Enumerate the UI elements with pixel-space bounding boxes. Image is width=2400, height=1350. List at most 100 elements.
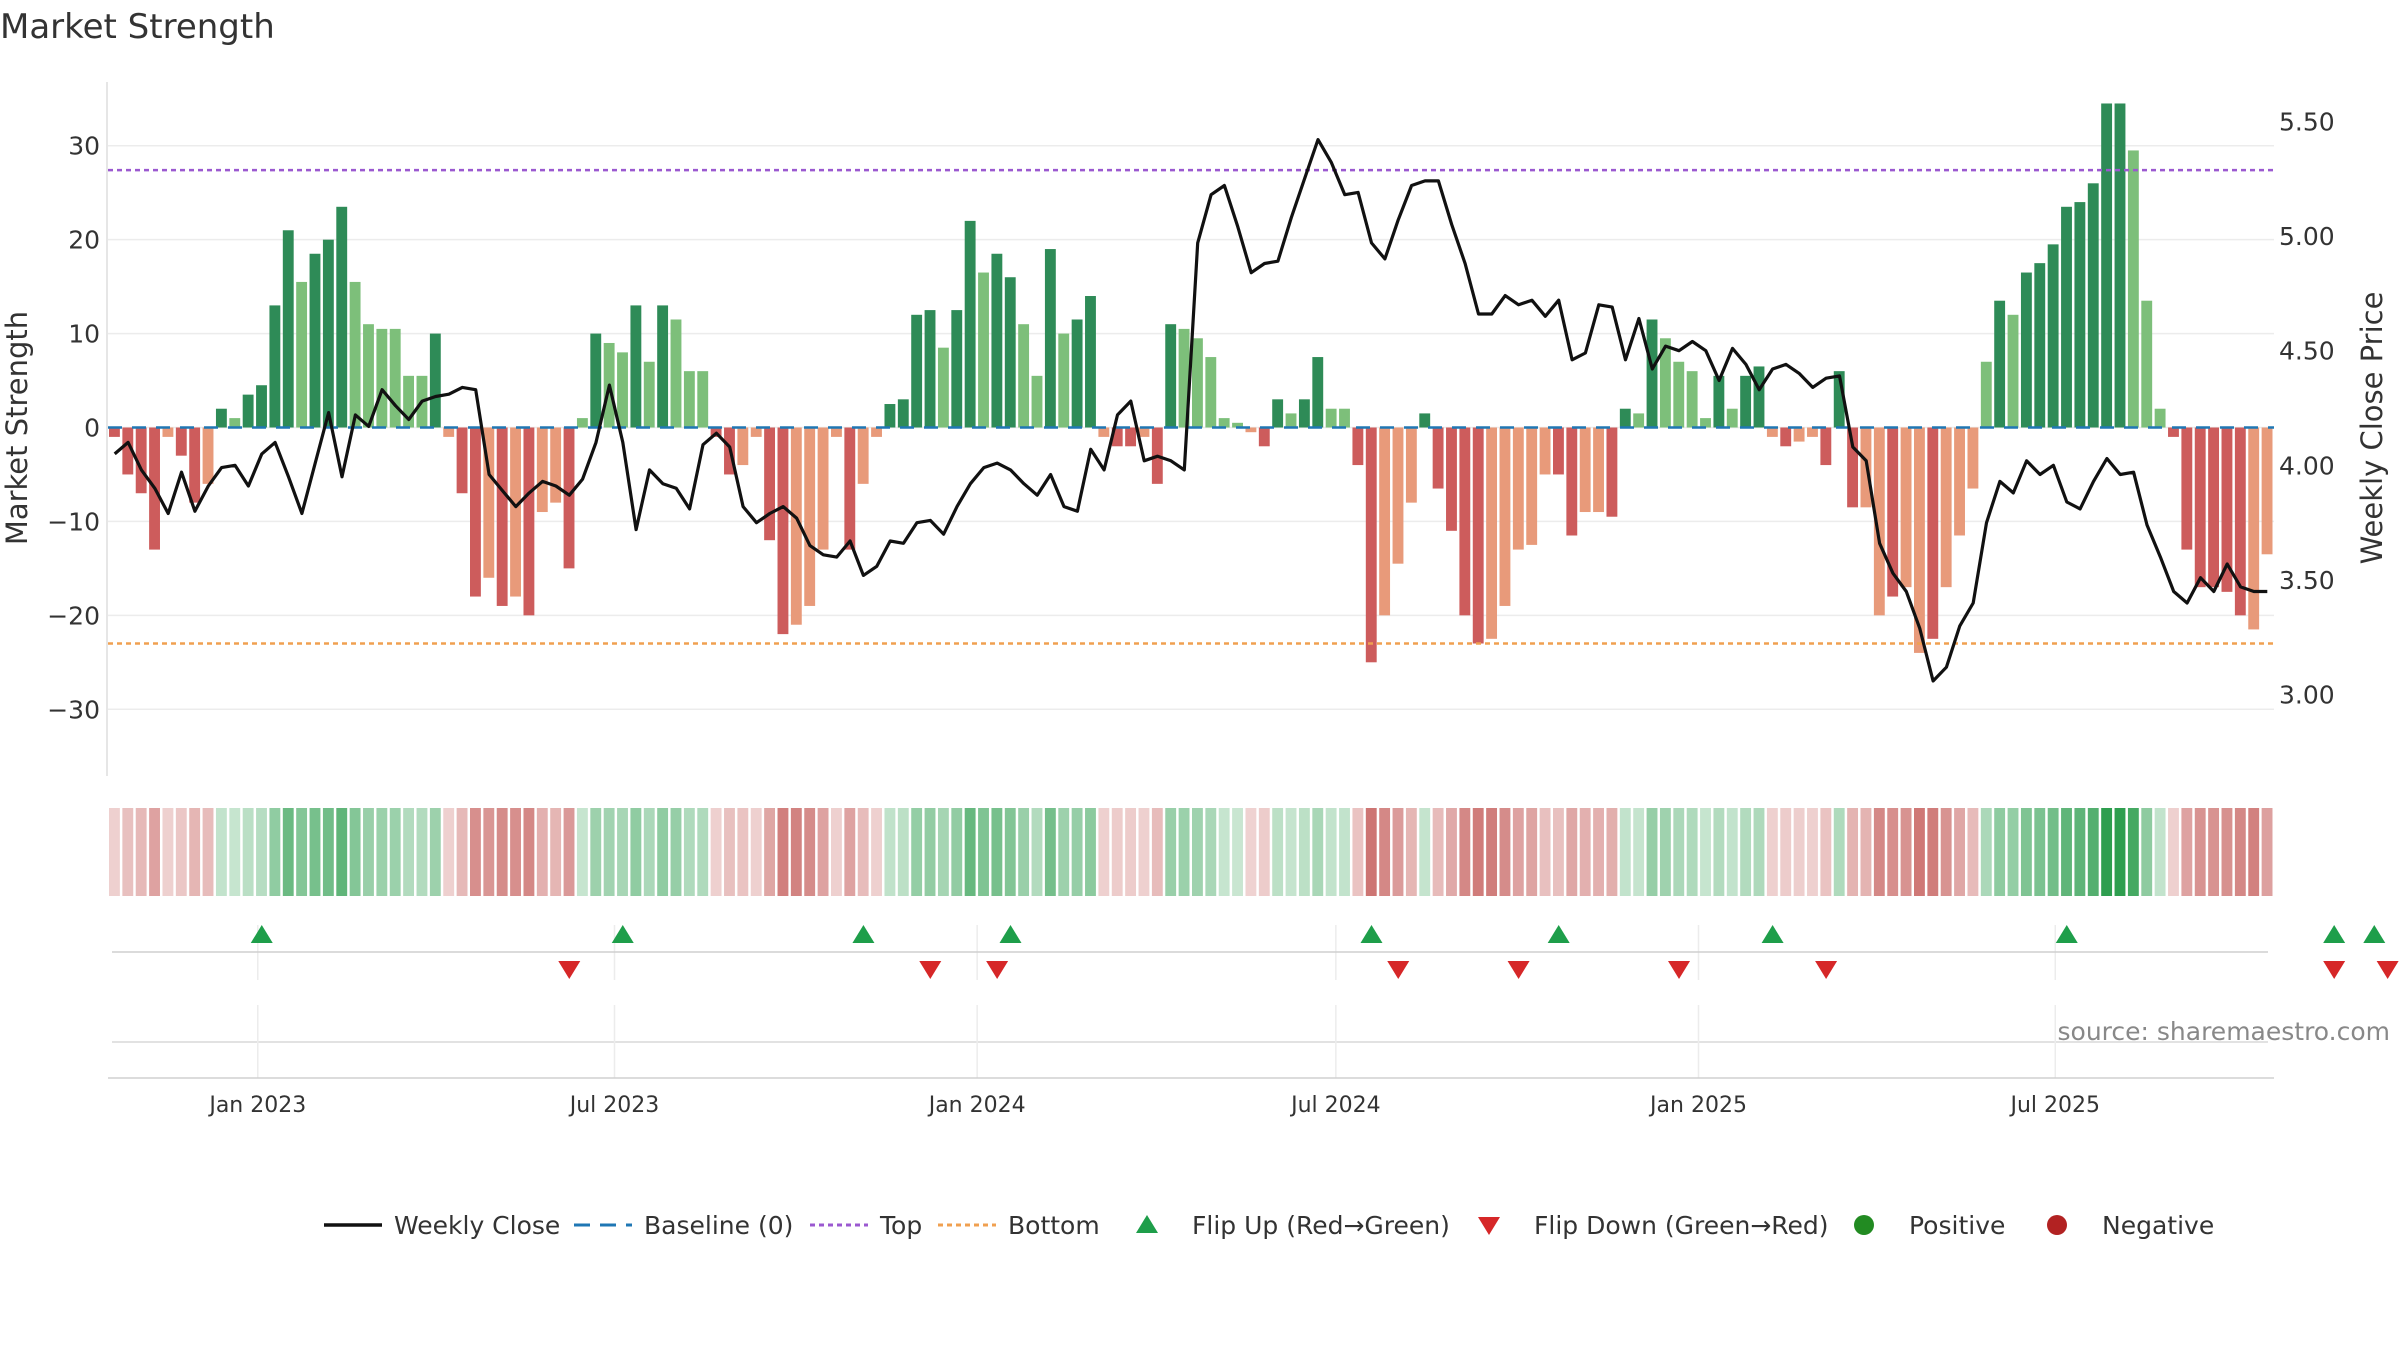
heat-cell (1472, 808, 1484, 896)
strength-bar (282, 230, 294, 428)
heat-cell (1178, 808, 1190, 896)
strength-bar (790, 427, 802, 625)
strength-bar (1927, 427, 1939, 639)
flip-up-marker (611, 925, 634, 943)
heat-cell (2047, 808, 2059, 896)
heat-cell (1566, 808, 1578, 896)
legend-swatch-positive (1854, 1215, 1874, 1235)
heat-cell (697, 808, 709, 896)
heat-cell (1165, 808, 1177, 896)
strength-bar (1125, 427, 1137, 447)
strength-bar (269, 305, 281, 428)
flip-up-marker (1547, 925, 1570, 943)
grid (108, 144, 2274, 1078)
heat-cell (1499, 808, 1511, 896)
heat-cell (202, 808, 214, 896)
y-tick-label: 0 (84, 414, 100, 443)
strength-bar (1780, 427, 1792, 447)
x-tick-label: Jan 2023 (207, 1093, 306, 1118)
heat-cell (2007, 808, 2019, 896)
strength-bar (122, 427, 134, 475)
legend-label: Flip Down (Green→Red) (1534, 1211, 1829, 1240)
strength-bar (336, 206, 348, 428)
heat-cell (1446, 808, 1457, 896)
heat-cell (937, 808, 949, 896)
x-tick-label: Jan 2025 (1648, 1093, 1747, 1118)
strength-bar (1085, 296, 1096, 428)
y2-tick-label: 5.00 (2279, 222, 2335, 251)
heat-cell (510, 808, 521, 896)
heat-cell (189, 808, 201, 896)
strength-bar (483, 427, 495, 578)
strength-bar (1873, 427, 1885, 616)
flip-up-marker (250, 925, 273, 943)
strength-bar (897, 399, 909, 428)
strength-bar (2154, 408, 2166, 428)
strength-bar (871, 427, 882, 437)
heat-cell (911, 808, 923, 896)
strength-bar (1352, 427, 1364, 466)
y2-tick-label: 4.00 (2279, 451, 2335, 480)
heat-cell (1512, 808, 1524, 896)
heat-cell (1298, 808, 1310, 896)
strength-bar (1285, 413, 1297, 428)
y-tick-label: −30 (47, 695, 100, 724)
legend-label: Top (879, 1211, 922, 1240)
strength-bar (670, 319, 682, 428)
flip-up-marker (2323, 925, 2346, 943)
strength-bar (470, 427, 481, 597)
flip-down-marker (558, 961, 581, 979)
flip-down-marker (2323, 961, 2346, 979)
strength-bar (1887, 427, 1899, 597)
strength-bar (964, 220, 976, 428)
strength-bar (162, 427, 174, 437)
strength-bar (1914, 427, 1925, 653)
heat-cell (269, 808, 281, 896)
heat-cell (443, 808, 455, 896)
weekly-close-line (113, 138, 2268, 683)
strength-bar (563, 427, 575, 569)
strength-bar (443, 427, 455, 437)
heat-cell (1900, 808, 1912, 896)
heat-cell (750, 808, 762, 896)
heat-cell (1700, 808, 1711, 896)
strength-bar (1740, 375, 1752, 428)
heat-cell (1018, 808, 1030, 896)
heat-cell (416, 808, 428, 896)
heat-cell (309, 808, 321, 896)
heat-cell (215, 808, 227, 896)
heat-cell (122, 808, 134, 896)
heat-cell (1071, 808, 1083, 896)
x-tick-label: Jul 2023 (568, 1093, 660, 1118)
heat-cell (2208, 808, 2220, 896)
heat-cell (322, 808, 334, 896)
flip-markers (112, 925, 2399, 979)
heat-cell (149, 808, 160, 896)
strength-bar (937, 347, 949, 428)
legend-swatch-flip-down (1478, 1217, 1500, 1235)
strength-bar (924, 310, 936, 428)
heat-cell (389, 808, 401, 896)
heat-cell (456, 808, 468, 896)
strength-bar (1619, 408, 1631, 428)
strength-bar (1847, 427, 1859, 508)
heat-cell (1218, 808, 1230, 896)
strength-bar (2047, 244, 2059, 428)
strength-bar (657, 305, 669, 428)
legend-label: Bottom (1008, 1211, 1100, 1240)
heat-cell (2034, 808, 2046, 896)
axes: 30 20 10 0 −10 −20 −30 5.50 5.00 4.50 4.00 3.50 3.00… (0, 82, 2389, 1118)
heat-cell (603, 808, 615, 896)
heat-cell (817, 808, 829, 896)
heat-cell (1272, 808, 1284, 896)
heat-cell (2154, 808, 2166, 896)
legend-label: Baseline (0) (644, 1211, 793, 1240)
flip-up-marker (2055, 925, 2078, 943)
level-lines (108, 168, 2274, 645)
strength-bar (309, 253, 321, 428)
strength-bar (2007, 314, 2019, 428)
strength-bar (389, 328, 401, 428)
heat-strip (109, 808, 2273, 896)
heat-cell (1579, 808, 1591, 896)
heat-cell (1593, 808, 1604, 896)
